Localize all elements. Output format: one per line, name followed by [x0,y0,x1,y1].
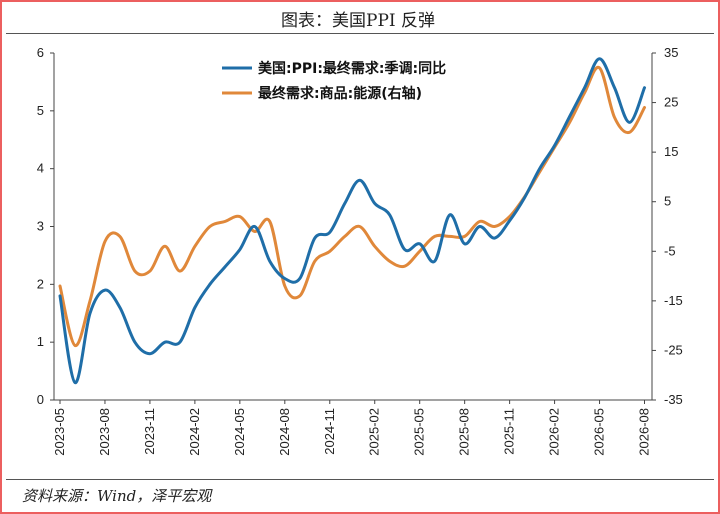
series-line-energy [58,65,646,348]
right-tick-label: 35 [664,45,678,60]
x-tick-label: 2024-05 [232,408,247,456]
right-tick-label: 15 [664,144,678,159]
x-tick-label: 2023-11 [142,408,157,455]
left-tick-label: 2 [37,276,44,291]
right-tick-label: 25 [664,95,678,110]
x-tick-label: 2024-02 [187,408,202,456]
footer-divider [6,479,714,480]
series-layer [58,57,646,385]
right-tick-label: -35 [664,392,683,407]
x-tick-label: 2024-08 [277,408,292,456]
left-tick-label: 4 [37,161,44,176]
left-tick-label: 3 [37,219,44,234]
x-tick-label: 2026-08 [637,408,652,456]
left-tick-label: 0 [37,392,44,407]
source-note: 资料来源：Wind，泽平宏观 [22,487,212,505]
x-tick-label: 2025-08 [457,408,472,456]
series-line-ppi [58,57,646,385]
legend-label: 美国:PPI:最终需求:季调:同比 [258,60,446,77]
title-divider [6,33,714,34]
right-tick-label: -15 [664,293,683,308]
left-tick-label: 5 [37,103,44,118]
x-tick-label: 2026-02 [547,408,562,456]
x-tick-label: 2026-05 [592,408,607,456]
left-tick-label: 6 [37,45,44,60]
right-tick-label: -5 [664,243,676,258]
axes: 0 1 2 3 4 5 6 -35 -25 -15 -5 5 15 25 35 2023-05 2023-08 2… [37,45,683,456]
x-tick-label: 2025-02 [367,408,382,456]
x-tick-label: 2025-05 [412,408,427,456]
left-tick-label: 1 [37,334,44,349]
legend-label: 最终需求:商品:能源(右轴) [258,85,422,102]
right-tick-label: -25 [664,342,683,357]
x-tick-label: 2023-05 [52,408,67,456]
x-tick-label: 2024-11 [322,408,337,455]
chart-title: 图表：美国PPI 反弹 [281,11,435,31]
x-tick-label: 2025-11 [502,408,517,455]
x-tick-label: 2023-08 [97,408,112,456]
right-tick-label: 5 [664,194,671,209]
